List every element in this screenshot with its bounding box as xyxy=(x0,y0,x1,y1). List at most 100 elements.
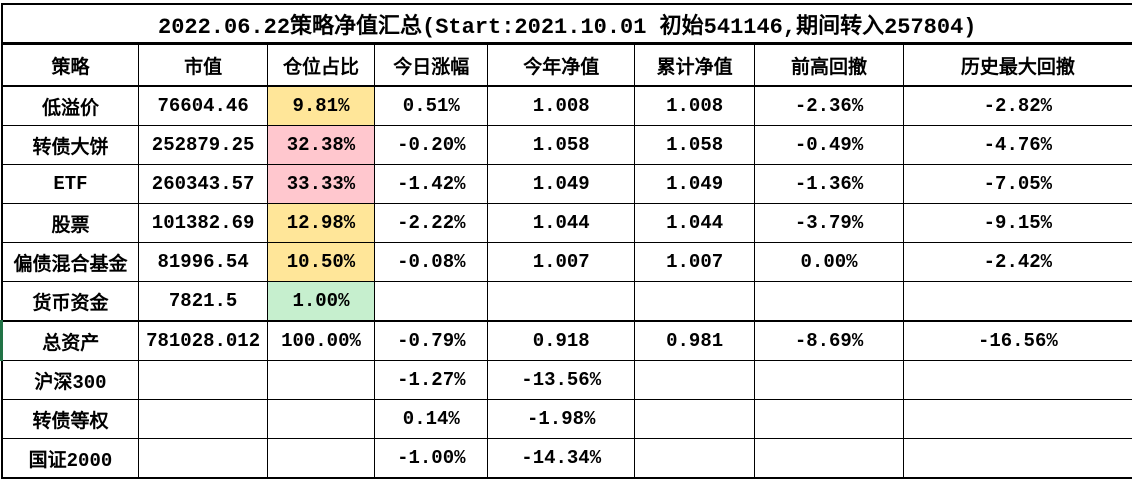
row-stocks: 股票 101382.69 12.98% -2.22% 1.044 1.044 -… xyxy=(0,203,1132,243)
cell-max-drawdown[interactable] xyxy=(902,360,1132,400)
cell-today-change[interactable]: -1.42% xyxy=(374,164,489,204)
cell-market-value[interactable]: 76604.46 xyxy=(138,85,268,126)
cell-cumulative-nav[interactable] xyxy=(633,438,756,479)
cell-ytd-nav[interactable]: -1.98% xyxy=(487,399,635,439)
cell-ytd-nav[interactable]: 0.918 xyxy=(487,320,635,361)
cell-strategy[interactable]: 沪深300 xyxy=(0,360,140,400)
cell-strategy[interactable]: 总资产 xyxy=(0,320,140,361)
row-etf: ETF 260343.57 33.33% -1.42% 1.049 1.049 … xyxy=(0,164,1132,204)
header-ytd-nav[interactable]: 今年净值 xyxy=(487,43,635,87)
cell-ytd-nav[interactable]: -14.34% xyxy=(487,438,635,479)
cell-today-change[interactable]: -0.08% xyxy=(374,242,489,282)
cell-strategy[interactable]: 转债大饼 xyxy=(0,125,140,165)
cell-max-drawdown[interactable]: -16.56% xyxy=(902,320,1132,361)
cell-ytd-nav[interactable]: 1.044 xyxy=(487,203,635,243)
cell-position-ratio[interactable]: 1.00% xyxy=(266,281,376,322)
cell-strategy[interactable]: 转债等权 xyxy=(0,399,140,439)
cell-prev-high-drawdown[interactable]: -2.36% xyxy=(754,85,904,126)
cell-today-change[interactable]: 0.14% xyxy=(374,399,489,439)
cell-cumulative-nav[interactable] xyxy=(633,360,756,400)
cell-ytd-nav[interactable]: 1.058 xyxy=(487,125,635,165)
cell-prev-high-drawdown[interactable]: -1.36% xyxy=(754,164,904,204)
cell-prev-high-drawdown[interactable] xyxy=(754,281,904,322)
row-low-premium: 低溢价 76604.46 9.81% 0.51% 1.008 1.008 -2.… xyxy=(0,85,1132,126)
row-money-fund: 货币资金 7821.5 1.00% xyxy=(0,281,1132,322)
cell-cumulative-nav[interactable]: 1.007 xyxy=(633,242,756,282)
cell-position-ratio[interactable]: 12.98% xyxy=(266,203,376,243)
table-title[interactable]: 2022.06.22策略净值汇总(Start:2021.10.01 初始5411… xyxy=(0,3,1132,45)
cell-position-ratio[interactable] xyxy=(266,438,376,479)
cell-market-value[interactable]: 781028.012 xyxy=(138,320,268,361)
cell-today-change[interactable]: -1.27% xyxy=(374,360,489,400)
cell-position-ratio[interactable]: 10.50% xyxy=(266,242,376,282)
cell-prev-high-drawdown[interactable] xyxy=(754,360,904,400)
cell-position-ratio[interactable]: 9.81% xyxy=(266,85,376,126)
header-position-ratio[interactable]: 仓位占比 xyxy=(266,43,376,87)
cell-today-change[interactable]: -1.00% xyxy=(374,438,489,479)
cell-cumulative-nav[interactable]: 1.044 xyxy=(633,203,756,243)
header-today-change[interactable]: 今日涨幅 xyxy=(374,43,489,87)
cell-position-ratio[interactable]: 100.00% xyxy=(266,320,376,361)
cell-market-value[interactable]: 260343.57 xyxy=(138,164,268,204)
row-cb-equal-weight-index: 转债等权 0.14% -1.98% xyxy=(0,399,1132,439)
row-convertible-bond-basket: 转债大饼 252879.25 32.38% -0.20% 1.058 1.058… xyxy=(0,125,1132,165)
cell-ytd-nav[interactable] xyxy=(487,281,635,322)
header-market-value[interactable]: 市值 xyxy=(138,43,268,87)
cell-strategy[interactable]: 低溢价 xyxy=(0,85,140,126)
cell-cumulative-nav[interactable]: 0.981 xyxy=(633,320,756,361)
cell-strategy[interactable]: 货币资金 xyxy=(0,281,140,322)
cell-prev-high-drawdown[interactable] xyxy=(754,438,904,479)
cell-today-change[interactable]: -0.79% xyxy=(374,320,489,361)
cell-strategy[interactable]: 国证2000 xyxy=(0,438,140,479)
cell-ytd-nav[interactable]: 1.008 xyxy=(487,85,635,126)
cell-strategy[interactable]: 股票 xyxy=(0,203,140,243)
cell-max-drawdown[interactable]: -9.15% xyxy=(902,203,1132,243)
cell-today-change[interactable] xyxy=(374,281,489,322)
cell-market-value[interactable]: 7821.5 xyxy=(138,281,268,322)
cell-today-change[interactable]: -2.22% xyxy=(374,203,489,243)
cell-market-value[interactable]: 252879.25 xyxy=(138,125,268,165)
cell-max-drawdown[interactable] xyxy=(902,399,1132,439)
cell-cumulative-nav[interactable]: 1.058 xyxy=(633,125,756,165)
row-guozheng-2000-index: 国证2000 -1.00% -14.34% xyxy=(0,438,1132,479)
cell-max-drawdown[interactable]: -2.42% xyxy=(902,242,1132,282)
cell-cumulative-nav[interactable] xyxy=(633,281,756,322)
cell-ytd-nav[interactable]: 1.049 xyxy=(487,164,635,204)
cell-position-ratio[interactable]: 32.38% xyxy=(266,125,376,165)
cell-max-drawdown[interactable]: -4.76% xyxy=(902,125,1132,165)
cell-cumulative-nav[interactable]: 1.008 xyxy=(633,85,756,126)
cell-cumulative-nav[interactable]: 1.049 xyxy=(633,164,756,204)
cell-cumulative-nav[interactable] xyxy=(633,399,756,439)
cell-market-value[interactable]: 81996.54 xyxy=(138,242,268,282)
header-strategy[interactable]: 策略 xyxy=(0,43,140,87)
cell-market-value[interactable] xyxy=(138,360,268,400)
cell-max-drawdown[interactable] xyxy=(902,281,1132,322)
title-row: 2022.06.22策略净值汇总(Start:2021.10.01 初始5411… xyxy=(0,3,1132,45)
strategy-summary-table: 2022.06.22策略净值汇总(Start:2021.10.01 初始5411… xyxy=(0,3,1132,479)
row-hs300-index: 沪深300 -1.27% -13.56% xyxy=(0,360,1132,400)
cell-prev-high-drawdown[interactable]: 0.00% xyxy=(754,242,904,282)
header-drawdown-from-prev-high[interactable]: 前高回撤 xyxy=(754,43,904,87)
cell-position-ratio[interactable]: 33.33% xyxy=(266,164,376,204)
cell-ytd-nav[interactable]: 1.007 xyxy=(487,242,635,282)
cell-prev-high-drawdown[interactable]: -3.79% xyxy=(754,203,904,243)
cell-strategy[interactable]: ETF xyxy=(0,164,140,204)
cell-position-ratio[interactable] xyxy=(266,399,376,439)
cell-max-drawdown[interactable]: -7.05% xyxy=(902,164,1132,204)
header-historical-max-drawdown[interactable]: 历史最大回撤 xyxy=(902,43,1132,87)
cell-prev-high-drawdown[interactable]: -8.69% xyxy=(754,320,904,361)
header-cumulative-nav[interactable]: 累计净值 xyxy=(633,43,756,87)
cell-position-ratio[interactable] xyxy=(266,360,376,400)
cell-market-value[interactable] xyxy=(138,399,268,439)
cell-ytd-nav[interactable]: -13.56% xyxy=(487,360,635,400)
cell-market-value[interactable]: 101382.69 xyxy=(138,203,268,243)
cell-max-drawdown[interactable] xyxy=(902,438,1132,479)
cell-today-change[interactable]: 0.51% xyxy=(374,85,489,126)
header-row: 策略 市值 仓位占比 今日涨幅 今年净值 累计净值 前高回撤 历史最大回撤 xyxy=(0,43,1132,87)
cell-prev-high-drawdown[interactable] xyxy=(754,399,904,439)
cell-max-drawdown[interactable]: -2.82% xyxy=(902,85,1132,126)
cell-market-value[interactable] xyxy=(138,438,268,479)
cell-prev-high-drawdown[interactable]: -0.49% xyxy=(754,125,904,165)
cell-strategy[interactable]: 偏债混合基金 xyxy=(0,242,140,282)
cell-today-change[interactable]: -0.20% xyxy=(374,125,489,165)
